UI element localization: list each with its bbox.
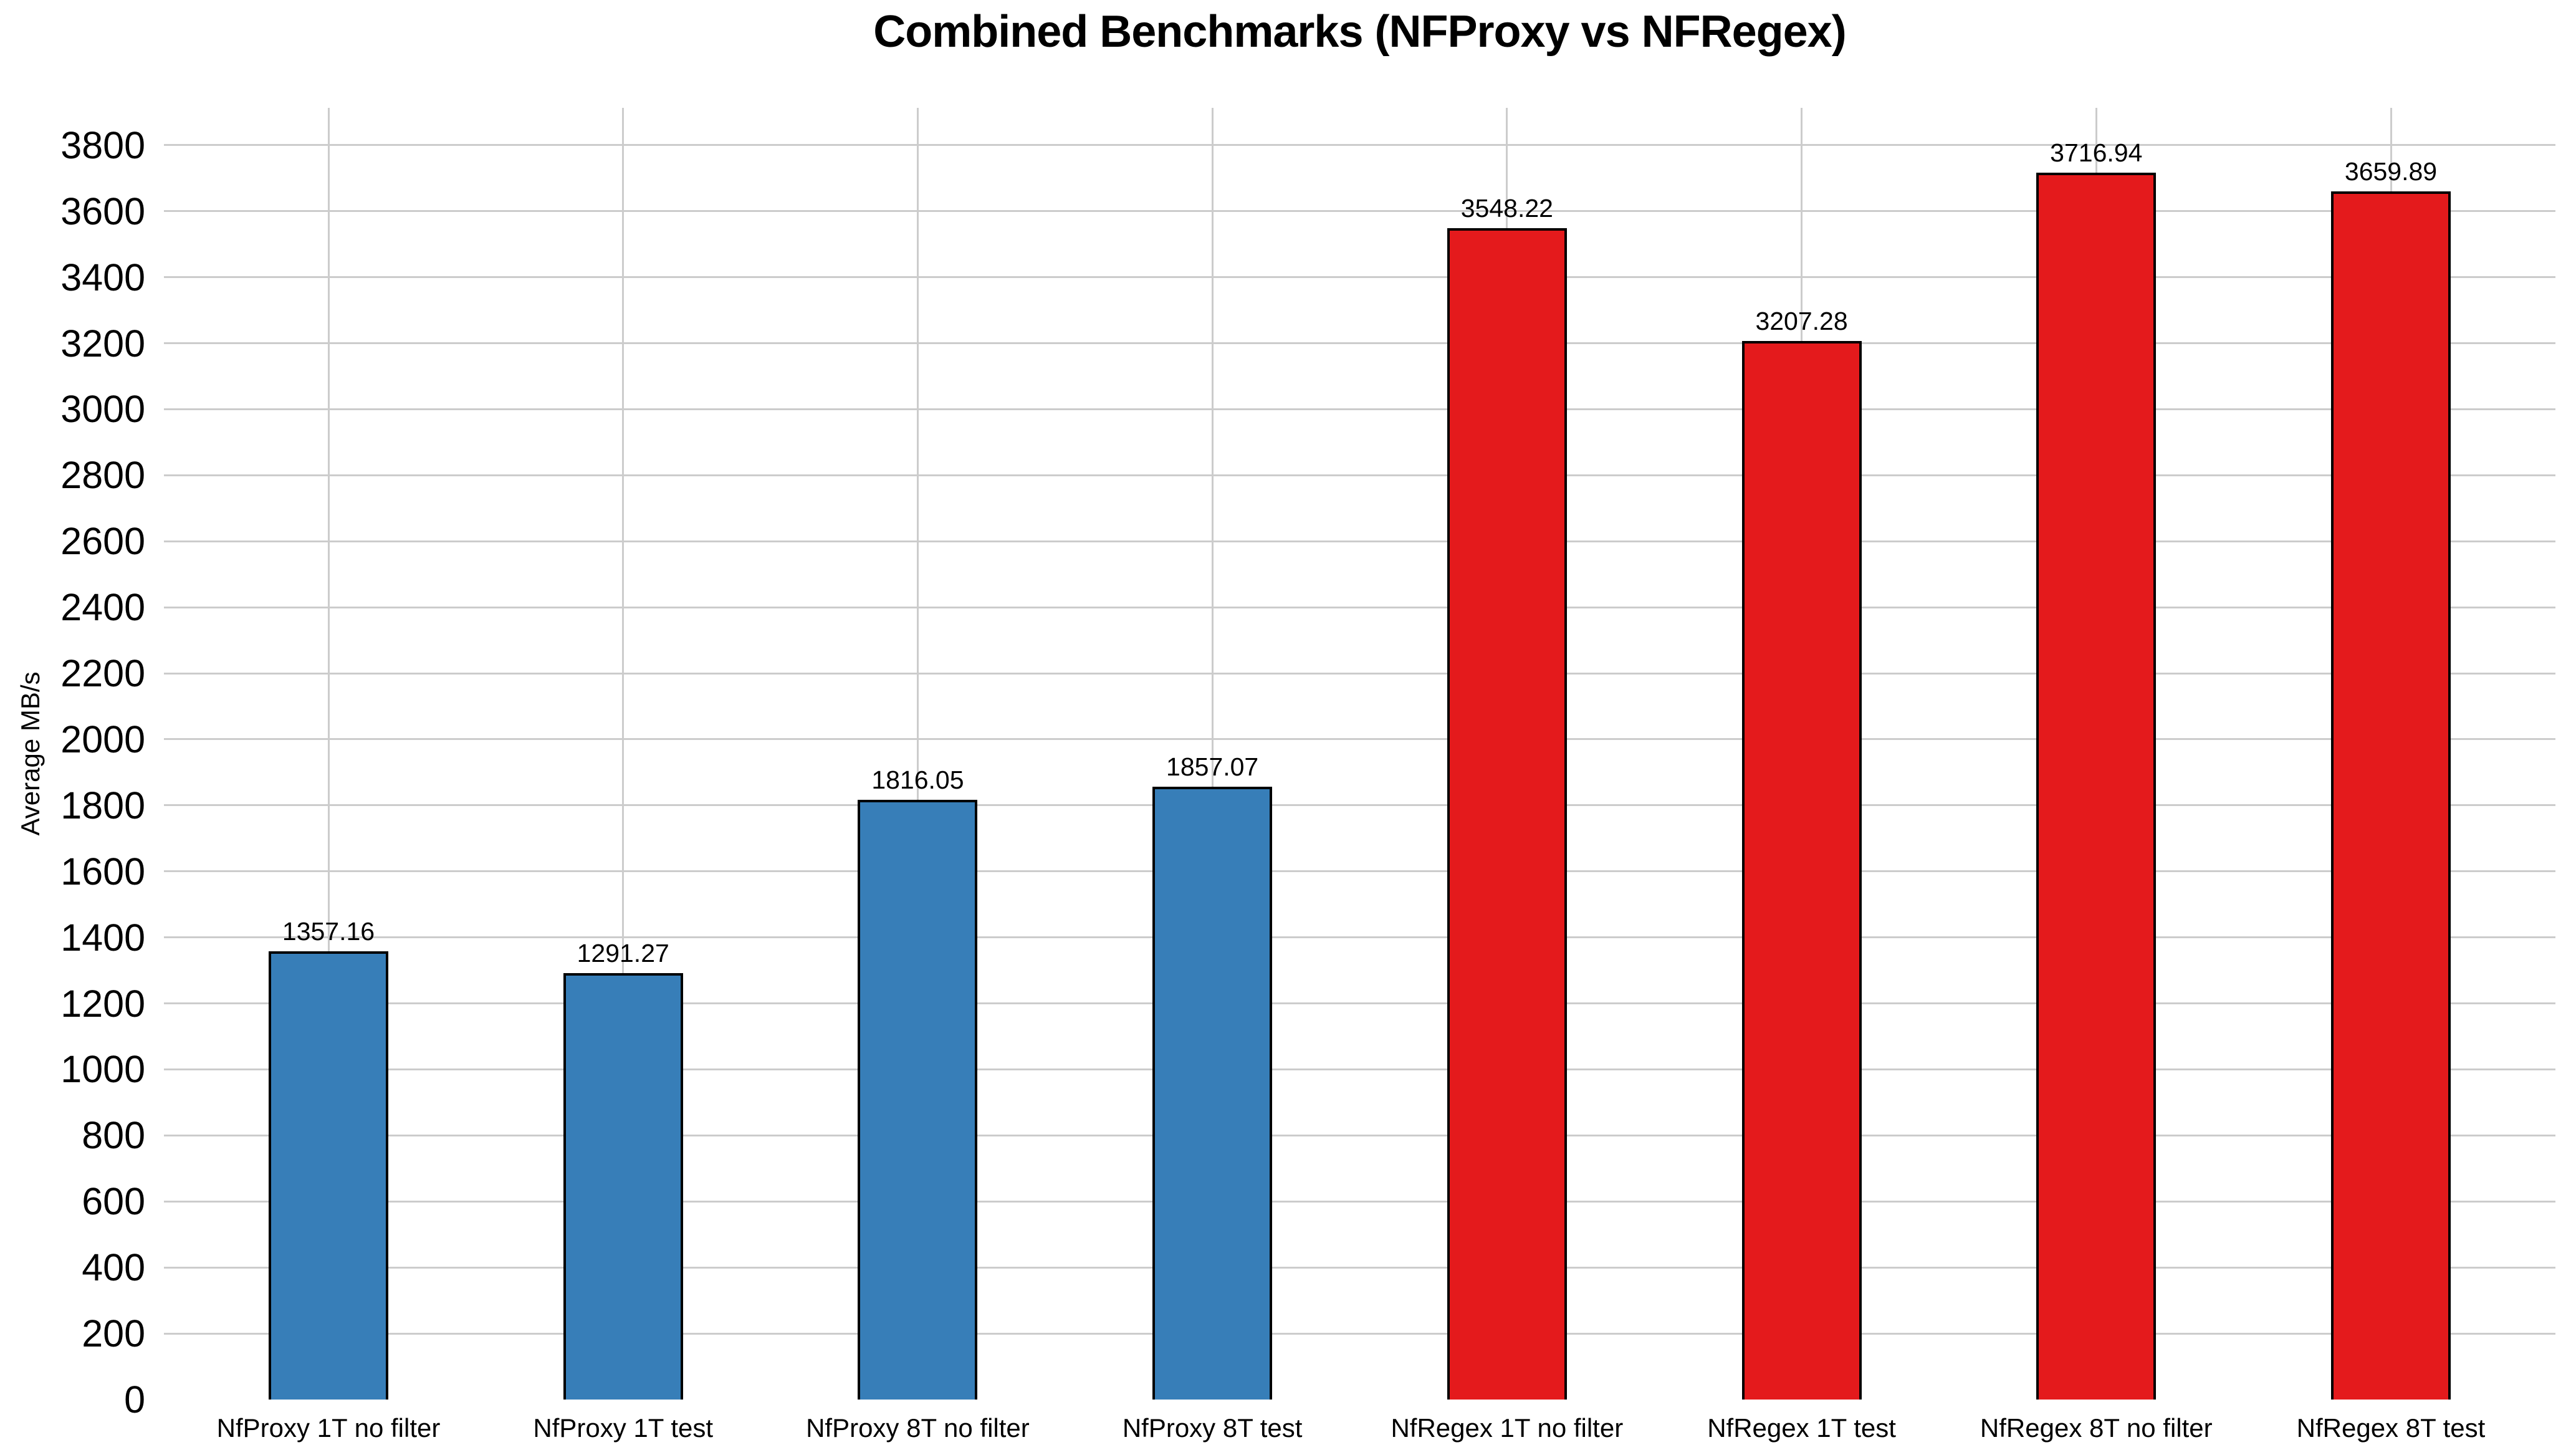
bar-value-label: 3207.28 bbox=[1755, 306, 1848, 335]
horizontal-gridline bbox=[164, 804, 2555, 807]
x-axis-tick-label: NfProxy 8T test bbox=[1122, 1413, 1303, 1443]
y-axis-tick-label: 1200 bbox=[60, 982, 145, 1025]
y-axis-tick-label: 3200 bbox=[60, 322, 145, 365]
horizontal-gridline bbox=[164, 1200, 2555, 1203]
bar bbox=[2331, 191, 2451, 1400]
y-axis-tick-label: 1600 bbox=[60, 850, 145, 893]
y-axis-tick-label: 2600 bbox=[60, 520, 145, 563]
horizontal-gridline bbox=[164, 1068, 2555, 1070]
bar-value-label: 3716.94 bbox=[2050, 138, 2143, 167]
horizontal-gridline bbox=[164, 210, 2555, 213]
y-axis-tick-label: 200 bbox=[82, 1312, 145, 1355]
bar-value-label: 3659.89 bbox=[2344, 156, 2438, 186]
horizontal-gridline bbox=[164, 342, 2555, 345]
x-axis-tick-label: NfRegex 1T no filter bbox=[1391, 1413, 1624, 1443]
horizontal-gridline bbox=[164, 936, 2555, 939]
y-axis-tick-label: 2800 bbox=[60, 454, 145, 497]
vertical-gridline bbox=[1211, 108, 1214, 1400]
bar bbox=[858, 800, 978, 1400]
y-axis-tick-label: 2200 bbox=[60, 652, 145, 695]
horizontal-gridline bbox=[164, 606, 2555, 608]
horizontal-gridline bbox=[164, 1002, 2555, 1005]
vertical-gridline bbox=[622, 108, 625, 1400]
y-axis-tick-label: 1400 bbox=[60, 916, 145, 959]
y-axis-tick-label: 0 bbox=[124, 1378, 145, 1421]
horizontal-gridline bbox=[164, 408, 2555, 410]
bar-value-label: 1357.16 bbox=[282, 917, 375, 946]
chart-title: Combined Benchmarks (NFProxy vs NFRegex) bbox=[873, 7, 1846, 57]
bar bbox=[563, 973, 683, 1400]
bar-value-label: 1291.27 bbox=[577, 939, 669, 968]
y-axis-tick-label: 1800 bbox=[60, 784, 145, 827]
horizontal-gridline bbox=[164, 1266, 2555, 1269]
horizontal-gridline bbox=[164, 1332, 2555, 1335]
horizontal-gridline bbox=[164, 1134, 2555, 1136]
bar-value-label: 3548.22 bbox=[1460, 194, 1553, 223]
y-axis-tick-label: 3000 bbox=[60, 388, 145, 431]
vertical-gridline bbox=[327, 108, 330, 1400]
plot-area: 1357.16 1291.27 1816.05 1857.07 3548.22 3207.… bbox=[164, 108, 2555, 1400]
bar bbox=[1741, 340, 1862, 1400]
y-axis-tick-label: 3600 bbox=[60, 190, 145, 233]
x-axis-tick-label: NfRegex 8T no filter bbox=[1980, 1413, 2213, 1443]
y-axis-tick-label: 3800 bbox=[60, 123, 145, 166]
x-axis-tick-label: NfProxy 1T test bbox=[533, 1413, 714, 1443]
bar-value-label: 1816.05 bbox=[871, 766, 964, 795]
bar-value-label: 1857.07 bbox=[1166, 752, 1259, 781]
horizontal-gridline bbox=[164, 540, 2555, 542]
x-axis-tick-label: NfProxy 8T no filter bbox=[806, 1413, 1030, 1443]
horizontal-gridline bbox=[164, 672, 2555, 675]
y-axis-tick-label: 800 bbox=[82, 1114, 145, 1157]
horizontal-gridline bbox=[164, 870, 2555, 873]
horizontal-gridline bbox=[164, 144, 2555, 146]
x-axis-tick-label: NfRegex 8T test bbox=[2296, 1413, 2486, 1443]
y-axis-tick-label: 3400 bbox=[60, 256, 145, 299]
x-axis-tick-label: NfRegex 1T test bbox=[1707, 1413, 1896, 1443]
bar bbox=[1152, 786, 1273, 1400]
y-axis-tick-label: 2400 bbox=[60, 586, 145, 629]
y-axis-tick-label: 600 bbox=[82, 1180, 145, 1223]
bar bbox=[1447, 228, 1567, 1400]
bar bbox=[2036, 172, 2157, 1400]
y-axis-tick-label: 1000 bbox=[60, 1048, 145, 1091]
y-axis-tick-label: 400 bbox=[82, 1246, 145, 1289]
bar bbox=[269, 951, 388, 1400]
vertical-gridline bbox=[916, 108, 919, 1400]
horizontal-gridline bbox=[164, 276, 2555, 279]
horizontal-gridline bbox=[164, 738, 2555, 741]
y-axis-tick-label: 2000 bbox=[60, 718, 145, 761]
x-axis-tick-label: NfProxy 1T no filter bbox=[216, 1413, 441, 1443]
horizontal-gridline bbox=[164, 474, 2555, 476]
